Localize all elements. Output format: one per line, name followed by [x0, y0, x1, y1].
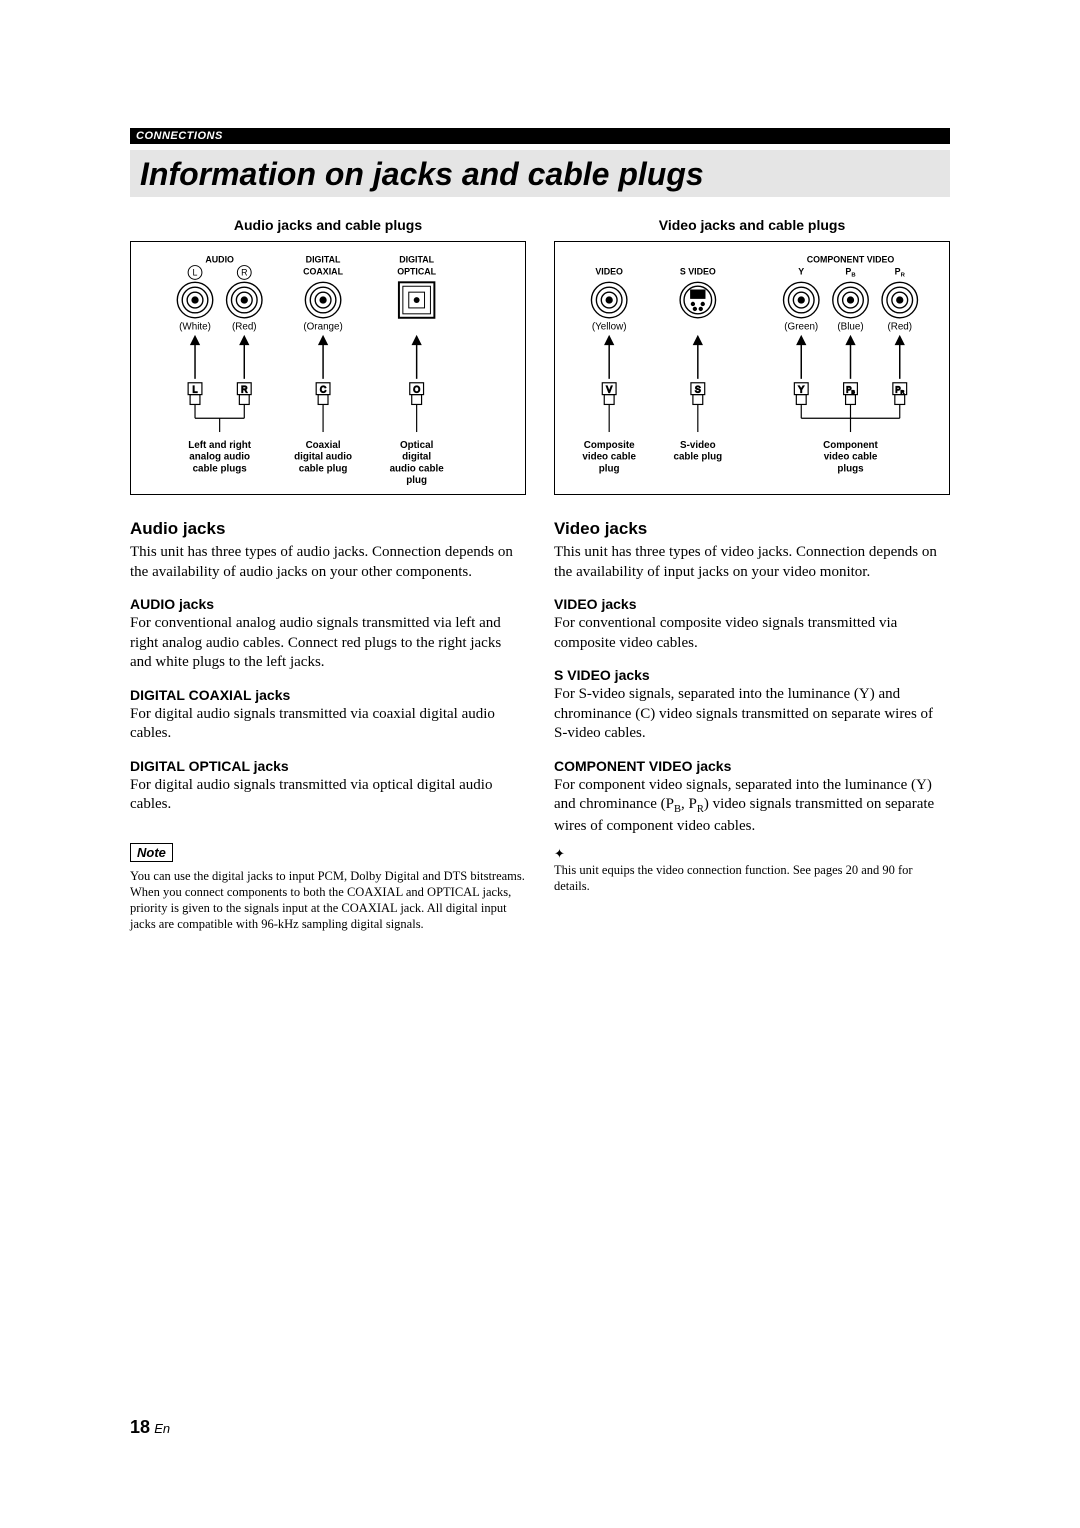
audio-j1-text: For conventional analog audio signals tr… [130, 614, 526, 673]
svg-text:VIDEO: VIDEO [595, 266, 623, 276]
section-bar: CONNECTIONS [130, 128, 950, 144]
tip-text: This unit equips the video connection fu… [554, 862, 950, 895]
svideo-jack-icon [680, 282, 715, 317]
svg-text:(Orange): (Orange) [303, 322, 342, 333]
tip-icon: ✦ [554, 846, 950, 862]
audio-diagram: AUDIO DIGITAL COAXIAL DIGITAL OPTICAL L … [130, 241, 526, 495]
svg-text:COAXIAL: COAXIAL [303, 266, 343, 276]
svg-text:L: L [193, 385, 198, 395]
page-lang: En [154, 1421, 170, 1436]
page-number: 18 En [130, 1417, 170, 1438]
svg-text:COMPONENT VIDEO: COMPONENT VIDEO [807, 255, 895, 265]
note-text: You can use the digital jacks to input P… [130, 868, 526, 933]
svg-text:video cable: video cable [582, 452, 636, 463]
rca-jack-icon [591, 282, 626, 317]
svg-text:S VIDEO: S VIDEO [680, 266, 716, 276]
video-j3-heading: COMPONENT VIDEO jacks [554, 758, 950, 774]
content-columns: Audio jacks and cable plugs AUDIO DIGITA… [130, 217, 950, 933]
svg-text:cable plug: cable plug [673, 452, 722, 463]
svg-text:(Blue): (Blue) [837, 322, 863, 333]
svg-text:S-video: S-video [680, 440, 716, 451]
svg-text:PR: PR [895, 266, 906, 278]
svg-text:C: C [320, 385, 327, 395]
audio-j1-heading: AUDIO jacks [130, 596, 526, 612]
svg-text:Y: Y [798, 385, 804, 395]
arrow-icon [605, 336, 903, 378]
video-j3-text: For component video signals, separated i… [554, 776, 950, 837]
video-diagram: VIDEO S VIDEO COMPONENT VIDEO Y PB PR [554, 241, 950, 495]
rca-jack-icon [784, 282, 918, 317]
audio-j2-heading: DIGITAL COAXIAL jacks [130, 687, 526, 703]
svg-text:video cable: video cable [824, 452, 878, 463]
video-j1-text: For conventional composite video signals… [554, 614, 950, 653]
svg-text:O: O [413, 385, 420, 395]
svg-text:OPTICAL: OPTICAL [397, 266, 436, 276]
right-column: Video jacks and cable plugs VIDEO S VIDE… [554, 217, 950, 933]
svg-text:cable plugs: cable plugs [193, 463, 248, 474]
left-column: Audio jacks and cable plugs AUDIO DIGITA… [130, 217, 526, 933]
svg-text:DIGITAL: DIGITAL [306, 255, 341, 265]
note-label: Note [130, 843, 173, 862]
svg-text:(Yellow): (Yellow) [592, 322, 627, 333]
svg-text:R: R [241, 385, 247, 395]
svg-text:PB: PB [845, 266, 855, 278]
svg-text:(White): (White) [179, 322, 211, 333]
audio-jacks-svg: AUDIO DIGITAL COAXIAL DIGITAL OPTICAL L … [131, 242, 525, 494]
video-j2-heading: S VIDEO jacks [554, 667, 950, 683]
svg-text:L: L [193, 267, 198, 277]
rca-jack-icon [177, 282, 341, 317]
svg-text:(Red): (Red) [887, 322, 912, 333]
audio-j3-heading: DIGITAL OPTICAL jacks [130, 758, 526, 774]
video-diagram-title: Video jacks and cable plugs [554, 217, 950, 233]
video-jacks-svg: VIDEO S VIDEO COMPONENT VIDEO Y PB PR [555, 242, 949, 494]
audio-j2-text: For digital audio signals transmitted vi… [130, 705, 526, 744]
svg-text:Optical: Optical [400, 440, 434, 451]
svg-text:R: R [241, 267, 247, 277]
svg-text:Coaxial: Coaxial [306, 440, 341, 451]
video-jacks-heading: Video jacks [554, 519, 950, 539]
svg-text:AUDIO: AUDIO [205, 255, 234, 265]
audio-diagram-title: Audio jacks and cable plugs [130, 217, 526, 233]
page-number-value: 18 [130, 1417, 150, 1437]
svg-text:analog audio: analog audio [189, 452, 250, 463]
svg-text:Left and right: Left and right [188, 440, 252, 451]
plug-icon: L R C O [188, 383, 423, 432]
arrow-icon [191, 336, 421, 378]
svg-text:digital: digital [402, 452, 431, 463]
svg-text:audio cable: audio cable [390, 463, 445, 474]
audio-intro: This unit has three types of audio jacks… [130, 543, 526, 582]
page-title: Information on jacks and cable plugs [140, 156, 940, 193]
video-j1-heading: VIDEO jacks [554, 596, 950, 612]
svg-text:Y: Y [798, 266, 804, 276]
svg-text:S: S [695, 385, 701, 395]
svg-text:cable plug: cable plug [299, 463, 348, 474]
svg-text:Component: Component [823, 440, 878, 451]
svg-text:digital audio: digital audio [294, 452, 352, 463]
video-intro: This unit has three types of video jacks… [554, 543, 950, 582]
svg-text:DIGITAL: DIGITAL [399, 255, 434, 265]
svg-text:(Red): (Red) [232, 322, 257, 333]
audio-jacks-heading: Audio jacks [130, 519, 526, 539]
svg-text:V: V [606, 385, 612, 395]
audio-j3-text: For digital audio signals transmitted vi… [130, 776, 526, 815]
page-title-wrap: Information on jacks and cable plugs [130, 150, 950, 197]
svg-text:(Green): (Green) [784, 322, 818, 333]
svg-text:plugs: plugs [837, 463, 864, 474]
svg-text:Composite: Composite [584, 440, 635, 451]
svg-text:plug: plug [599, 463, 620, 474]
plug-icon: V S Y PB PR [602, 383, 906, 432]
video-j2-text: For S-video signals, separated into the … [554, 685, 950, 744]
svg-text:plug: plug [406, 475, 427, 486]
